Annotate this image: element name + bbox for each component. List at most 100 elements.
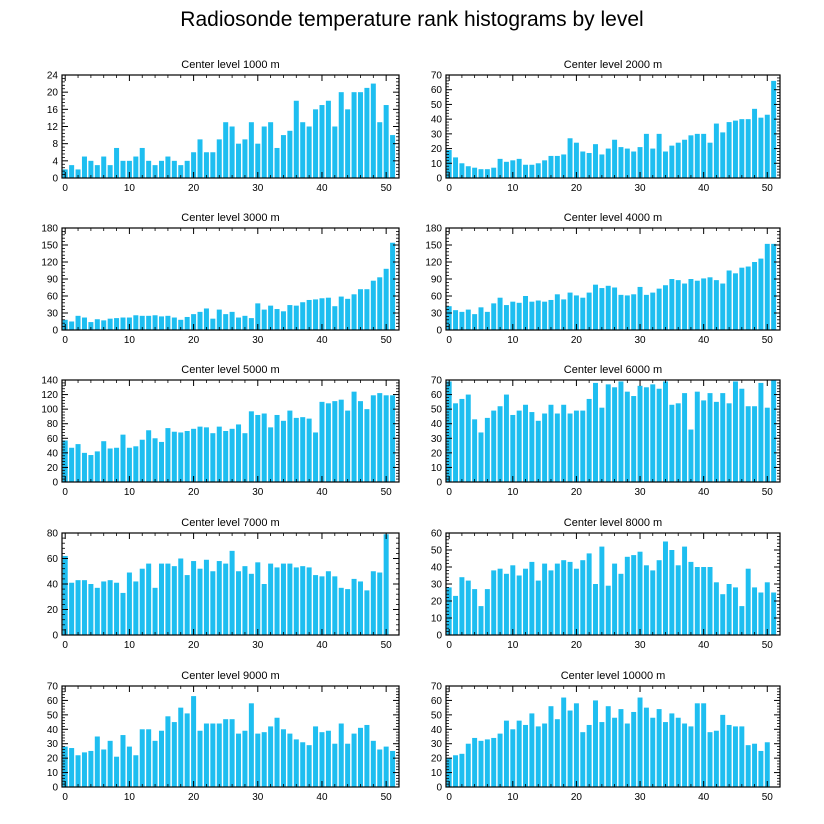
histogram-bar [390,242,396,330]
histogram-bar [713,401,719,482]
panel-title: Center level 9000 m [181,670,279,682]
histogram-bar [139,147,145,178]
histogram-bar [503,573,509,635]
histogram-bar [69,321,75,330]
histogram-bar [586,553,592,635]
histogram-bar [255,414,261,482]
histogram-bar [503,305,509,330]
histogram-bar [69,748,75,787]
histogram-bar [229,311,235,330]
y-tick-label: 0 [436,631,442,642]
x-tick-label: 20 [188,183,200,194]
y-tick-label: 50 [431,405,443,416]
y-tick-label: 0 [52,631,58,642]
x-tick-label: 30 [252,640,264,651]
histogram-bar [229,428,235,482]
histogram-bar [739,267,745,330]
histogram-bar [707,393,713,482]
histogram-bar [631,396,637,482]
histogram-bar [465,309,471,330]
histogram-bar [612,139,618,178]
x-tick-label: 0 [446,487,452,498]
histogram-bar [599,546,605,635]
histogram-panel: Center level 4000 m 0 10 20 30 40 50 0 30 60 90 120… [425,212,781,346]
histogram-bar [739,606,745,635]
histogram-bar [88,584,94,635]
histogram-bar [319,105,325,178]
histogram-bar [133,755,139,787]
histogram-bar [114,147,120,178]
histogram-bar [306,126,312,178]
histogram-bar [268,427,274,482]
histogram-bar [745,568,751,635]
histogram-bar [158,160,164,178]
y-tick-label: 16 [47,105,59,116]
histogram-bar [663,541,668,635]
histogram-bar [593,700,598,787]
histogram-bar [656,288,662,330]
histogram-bar [669,145,675,178]
histogram-bar [332,576,338,635]
histogram-bar [319,298,325,330]
histogram-bar [274,717,280,787]
histogram-bar [94,587,100,635]
histogram-bar [694,391,700,482]
y-tick-label: 20 [47,463,59,474]
histogram-bar [529,713,535,787]
panel-title: Center level 4000 m [564,212,662,224]
histogram-bar [497,733,503,787]
histogram-bar [133,581,139,635]
histogram-bar [669,550,675,635]
y-tick-label: 120 [41,390,58,401]
histogram-bar [178,707,184,787]
histogram-bar [184,713,190,787]
y-tick-label: 30 [431,309,443,320]
histogram-bar [682,139,688,178]
histogram-bar [624,723,630,787]
histogram-bar [643,707,649,787]
histogram-bar [351,391,357,482]
histogram-bar [573,703,579,787]
histogram-bar [236,317,242,330]
histogram-bar [459,398,465,482]
histogram-bar [203,723,209,787]
histogram-bar [332,743,338,787]
histogram-bar [216,139,222,179]
histogram-bar [191,696,197,787]
histogram-bar [236,733,242,787]
histogram-bar [650,292,656,330]
histogram-bar [503,161,509,178]
x-tick-label: 10 [124,183,136,194]
histogram-bar [152,587,158,635]
histogram-bar [223,563,229,635]
histogram-bar [107,580,113,635]
histogram-bar [126,160,132,178]
histogram-bar [745,406,751,482]
panel-title: Center level 2000 m [564,59,662,71]
x-tick-label: 0 [446,183,452,194]
histogram-bar [383,105,389,178]
histogram-bar [236,143,242,178]
y-tick-label: 70 [431,71,443,82]
histogram-bar [81,156,87,178]
histogram-bar [158,730,164,787]
y-tick-label: 24 [47,71,59,82]
histogram-bar [523,568,528,635]
histogram-bar [656,388,662,482]
histogram-bar [656,709,662,787]
x-tick-label: 10 [507,640,519,651]
histogram-bar [726,724,732,787]
histogram-bar [120,735,126,787]
histogram-bar [261,732,267,787]
panel-title: Center level 10000 m [561,670,666,682]
histogram-bar [261,584,267,635]
histogram-bar [191,428,197,482]
histogram-bar [701,278,707,330]
histogram-bar [478,606,484,635]
y-tick-label: 40 [47,580,59,591]
histogram-bar [605,706,611,787]
histogram-bar [707,567,713,635]
histogram-bar [94,165,100,179]
histogram-bar [510,414,516,482]
histogram-bar [114,318,120,330]
